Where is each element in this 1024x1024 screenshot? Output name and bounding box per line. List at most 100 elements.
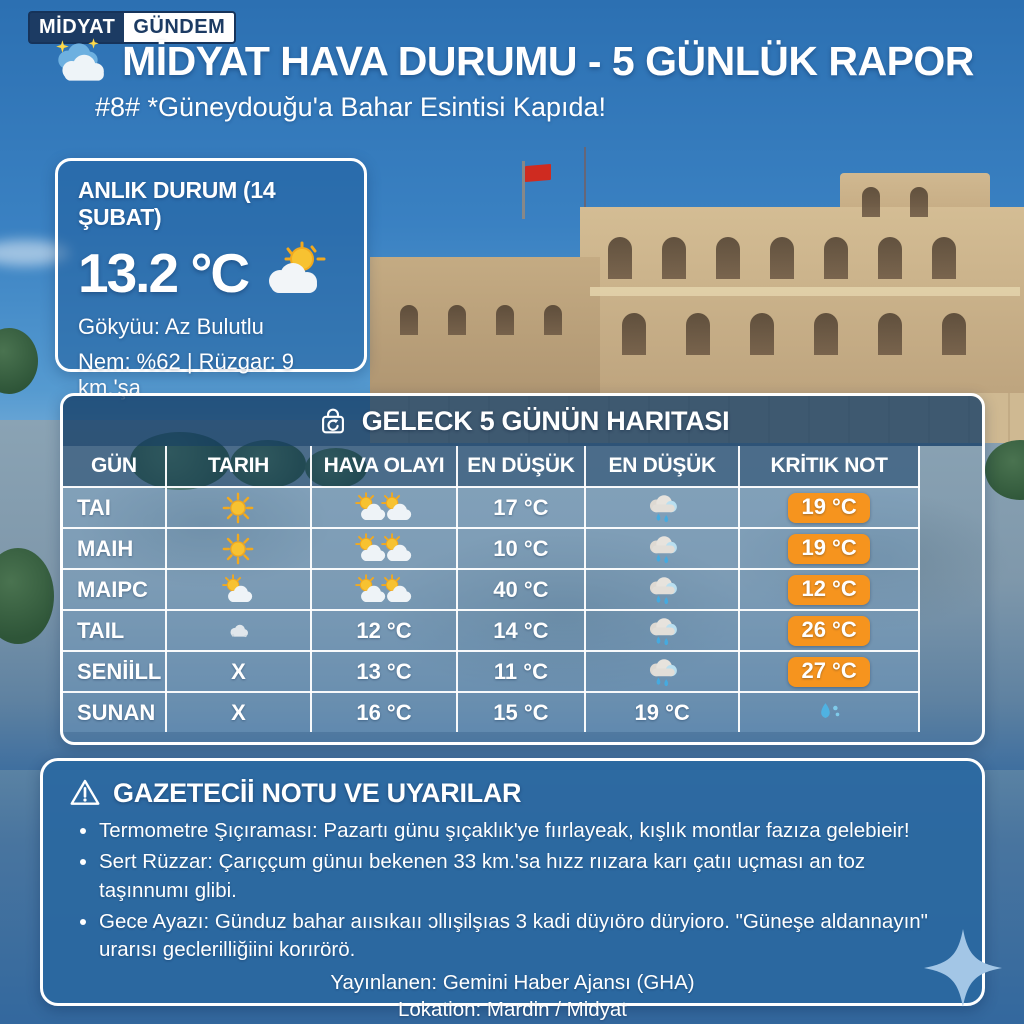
day-cell: SUNAN xyxy=(63,691,167,732)
window xyxy=(942,313,966,355)
rain-cloud-icon xyxy=(645,573,679,607)
critical-cell: 19 °C xyxy=(738,486,920,529)
note-item: Gece Ayazı: Günduz bahar aıısıkaıı ɔllış… xyxy=(99,908,956,965)
publisher-line: Yayınlanen: Gemini Haber Ajansı (GHA) xyxy=(330,971,695,995)
sparkle-icon xyxy=(924,929,1002,1007)
journalist-notes-card: GAZETECİİ NOTU VE UYARILAR Termometre Şı… xyxy=(40,758,985,1021)
low-cell: 17 °C xyxy=(455,486,587,529)
day-cell: TAIL xyxy=(63,609,167,652)
forecast-header-row: GÜN TARIH HAVA OLAYI EN DÜŞÜK EN DÜŞÜK K… xyxy=(63,446,920,488)
forecast-row: MAIH 10 °C 19 °C xyxy=(63,527,920,570)
window xyxy=(910,187,928,217)
event-cell xyxy=(310,486,458,529)
sun-icon xyxy=(221,532,255,566)
notes-title: GAZETECİİ NOTU VE UYARILAR xyxy=(113,777,522,808)
col-header-event: HAVA OLAYI xyxy=(310,446,458,488)
critical-cell: 27 °C xyxy=(738,650,920,693)
flag-pole xyxy=(522,161,525,219)
water-drops-icon xyxy=(812,696,846,730)
rain-cloud-icon xyxy=(645,655,679,689)
forecast-table: GÜN TARIH HAVA OLAYI EN DÜŞÜK EN DÜŞÜK K… xyxy=(63,446,920,732)
forecast-row: TAIL 12 °C 14 °C 26 °C xyxy=(63,609,920,652)
low-cell: 40 °C xyxy=(455,568,587,611)
building-arcade xyxy=(590,287,1020,296)
window xyxy=(862,187,880,217)
sun-behind-cloud-icon xyxy=(380,573,414,607)
forecast-row: SENİİLL X 13 °C 11 °C 27 °C xyxy=(63,650,920,693)
event-cell: 16 °C xyxy=(310,691,458,732)
forecast-title: GELECK 5 GÜNÜN HARITASI xyxy=(361,405,730,436)
current-temperature: 13.2 °C xyxy=(78,242,250,304)
date-cell xyxy=(164,527,313,570)
cloud-with-stars-icon xyxy=(50,36,108,86)
low-cell: 15 °C xyxy=(455,691,587,732)
page-subtitle: #8# *Güneydouğu'a Bahar Esintisi Kapıda! xyxy=(95,92,607,122)
date-cell: X xyxy=(164,691,313,732)
low2-cell xyxy=(584,486,741,529)
publisher-info: Yayınlanen: Gemini Haber Ajansı (GHA) Lo… xyxy=(69,970,956,1023)
window xyxy=(622,313,646,355)
window xyxy=(824,237,848,279)
window xyxy=(716,237,740,279)
event-cell: 12 °C xyxy=(310,609,458,652)
sun-behind-cloud-icon xyxy=(221,573,255,607)
turkish-flag xyxy=(525,163,551,183)
snow-cloud-icon xyxy=(223,616,253,646)
sun-behind-cloud-icon xyxy=(380,532,414,566)
critical-cell: 19 °C xyxy=(738,527,920,570)
col-header-day: GÜN xyxy=(63,446,167,488)
notes-list: Termometre Şıçıraması: Pazartı günu şıça… xyxy=(69,817,956,964)
window xyxy=(496,305,514,335)
forecast-row: TAI 17 °C 19 °C xyxy=(63,486,920,529)
date-cell xyxy=(164,486,313,529)
warning-triangle-icon xyxy=(69,777,101,809)
window xyxy=(932,237,956,279)
window xyxy=(686,313,710,355)
low2-cell xyxy=(584,609,741,652)
forecast-row: SUNAN X 16 °C 15 °C 19 °C xyxy=(63,691,920,732)
col-header-critical: KRİTIK NOT xyxy=(738,446,920,488)
window xyxy=(770,237,794,279)
window xyxy=(814,313,838,355)
window xyxy=(544,305,562,335)
brand-logo-right: GÜNDEM xyxy=(124,11,237,44)
rain-cloud-icon xyxy=(645,491,679,525)
window xyxy=(878,313,902,355)
col-header-date: TARIH xyxy=(164,446,313,488)
sun-icon xyxy=(221,491,255,525)
notes-title-row: GAZETECİİ NOTU VE UYARILAR xyxy=(69,777,956,809)
brand-logo-left: MİDYAT xyxy=(28,11,125,44)
day-cell: MAIH xyxy=(63,527,167,570)
note-item: Termometre Şıçıraması: Pazartı günu şıça… xyxy=(99,817,956,845)
window xyxy=(750,313,774,355)
forecast-row: MAIPC 40 °C 12 °C xyxy=(63,568,920,611)
critical-temp-badge: 19 °C xyxy=(788,533,870,564)
rain-cloud-icon xyxy=(645,532,679,566)
critical-temp-badge: 19 °C xyxy=(788,492,870,523)
brand-logo: MİDYAT GÜNDEM xyxy=(28,11,237,44)
forecast-card: GELECK 5 GÜNÜN HARITASI GÜN TARIH HAVA O… xyxy=(60,393,985,745)
antenna-pole xyxy=(584,147,586,209)
window xyxy=(608,237,632,279)
low2-cell: 19 °C xyxy=(584,691,741,732)
page-header: MİDYAT HAVA DURUMU - 5 GÜNLÜK RAPOR xyxy=(0,36,1024,86)
day-cell: SENİİLL xyxy=(63,650,167,693)
critical-temp-badge: 26 °C xyxy=(788,615,870,646)
event-cell xyxy=(310,568,458,611)
critical-cell: 12 °C xyxy=(738,568,920,611)
critical-temp-badge: 27 °C xyxy=(788,656,870,687)
note-item: Sert Rüzzar: Çarıççum günuı bekenen 33 k… xyxy=(99,848,956,905)
day-cell: MAIPC xyxy=(63,568,167,611)
sun-behind-cloud-icon xyxy=(380,491,414,525)
current-conditions-card: ANLIK DURUM (14 ŞUBAT) 13.2 °C Gökyüu: A… xyxy=(55,158,367,400)
low2-cell xyxy=(584,650,741,693)
window xyxy=(878,237,902,279)
critical-cell: 26 °C xyxy=(738,609,920,652)
window xyxy=(662,237,686,279)
event-cell: 13 °C xyxy=(310,650,458,693)
low2-cell xyxy=(584,527,741,570)
window xyxy=(448,305,466,335)
bush xyxy=(0,328,38,394)
critical-temp-badge: 12 °C xyxy=(788,574,870,605)
low-cell: 11 °C xyxy=(455,650,587,693)
